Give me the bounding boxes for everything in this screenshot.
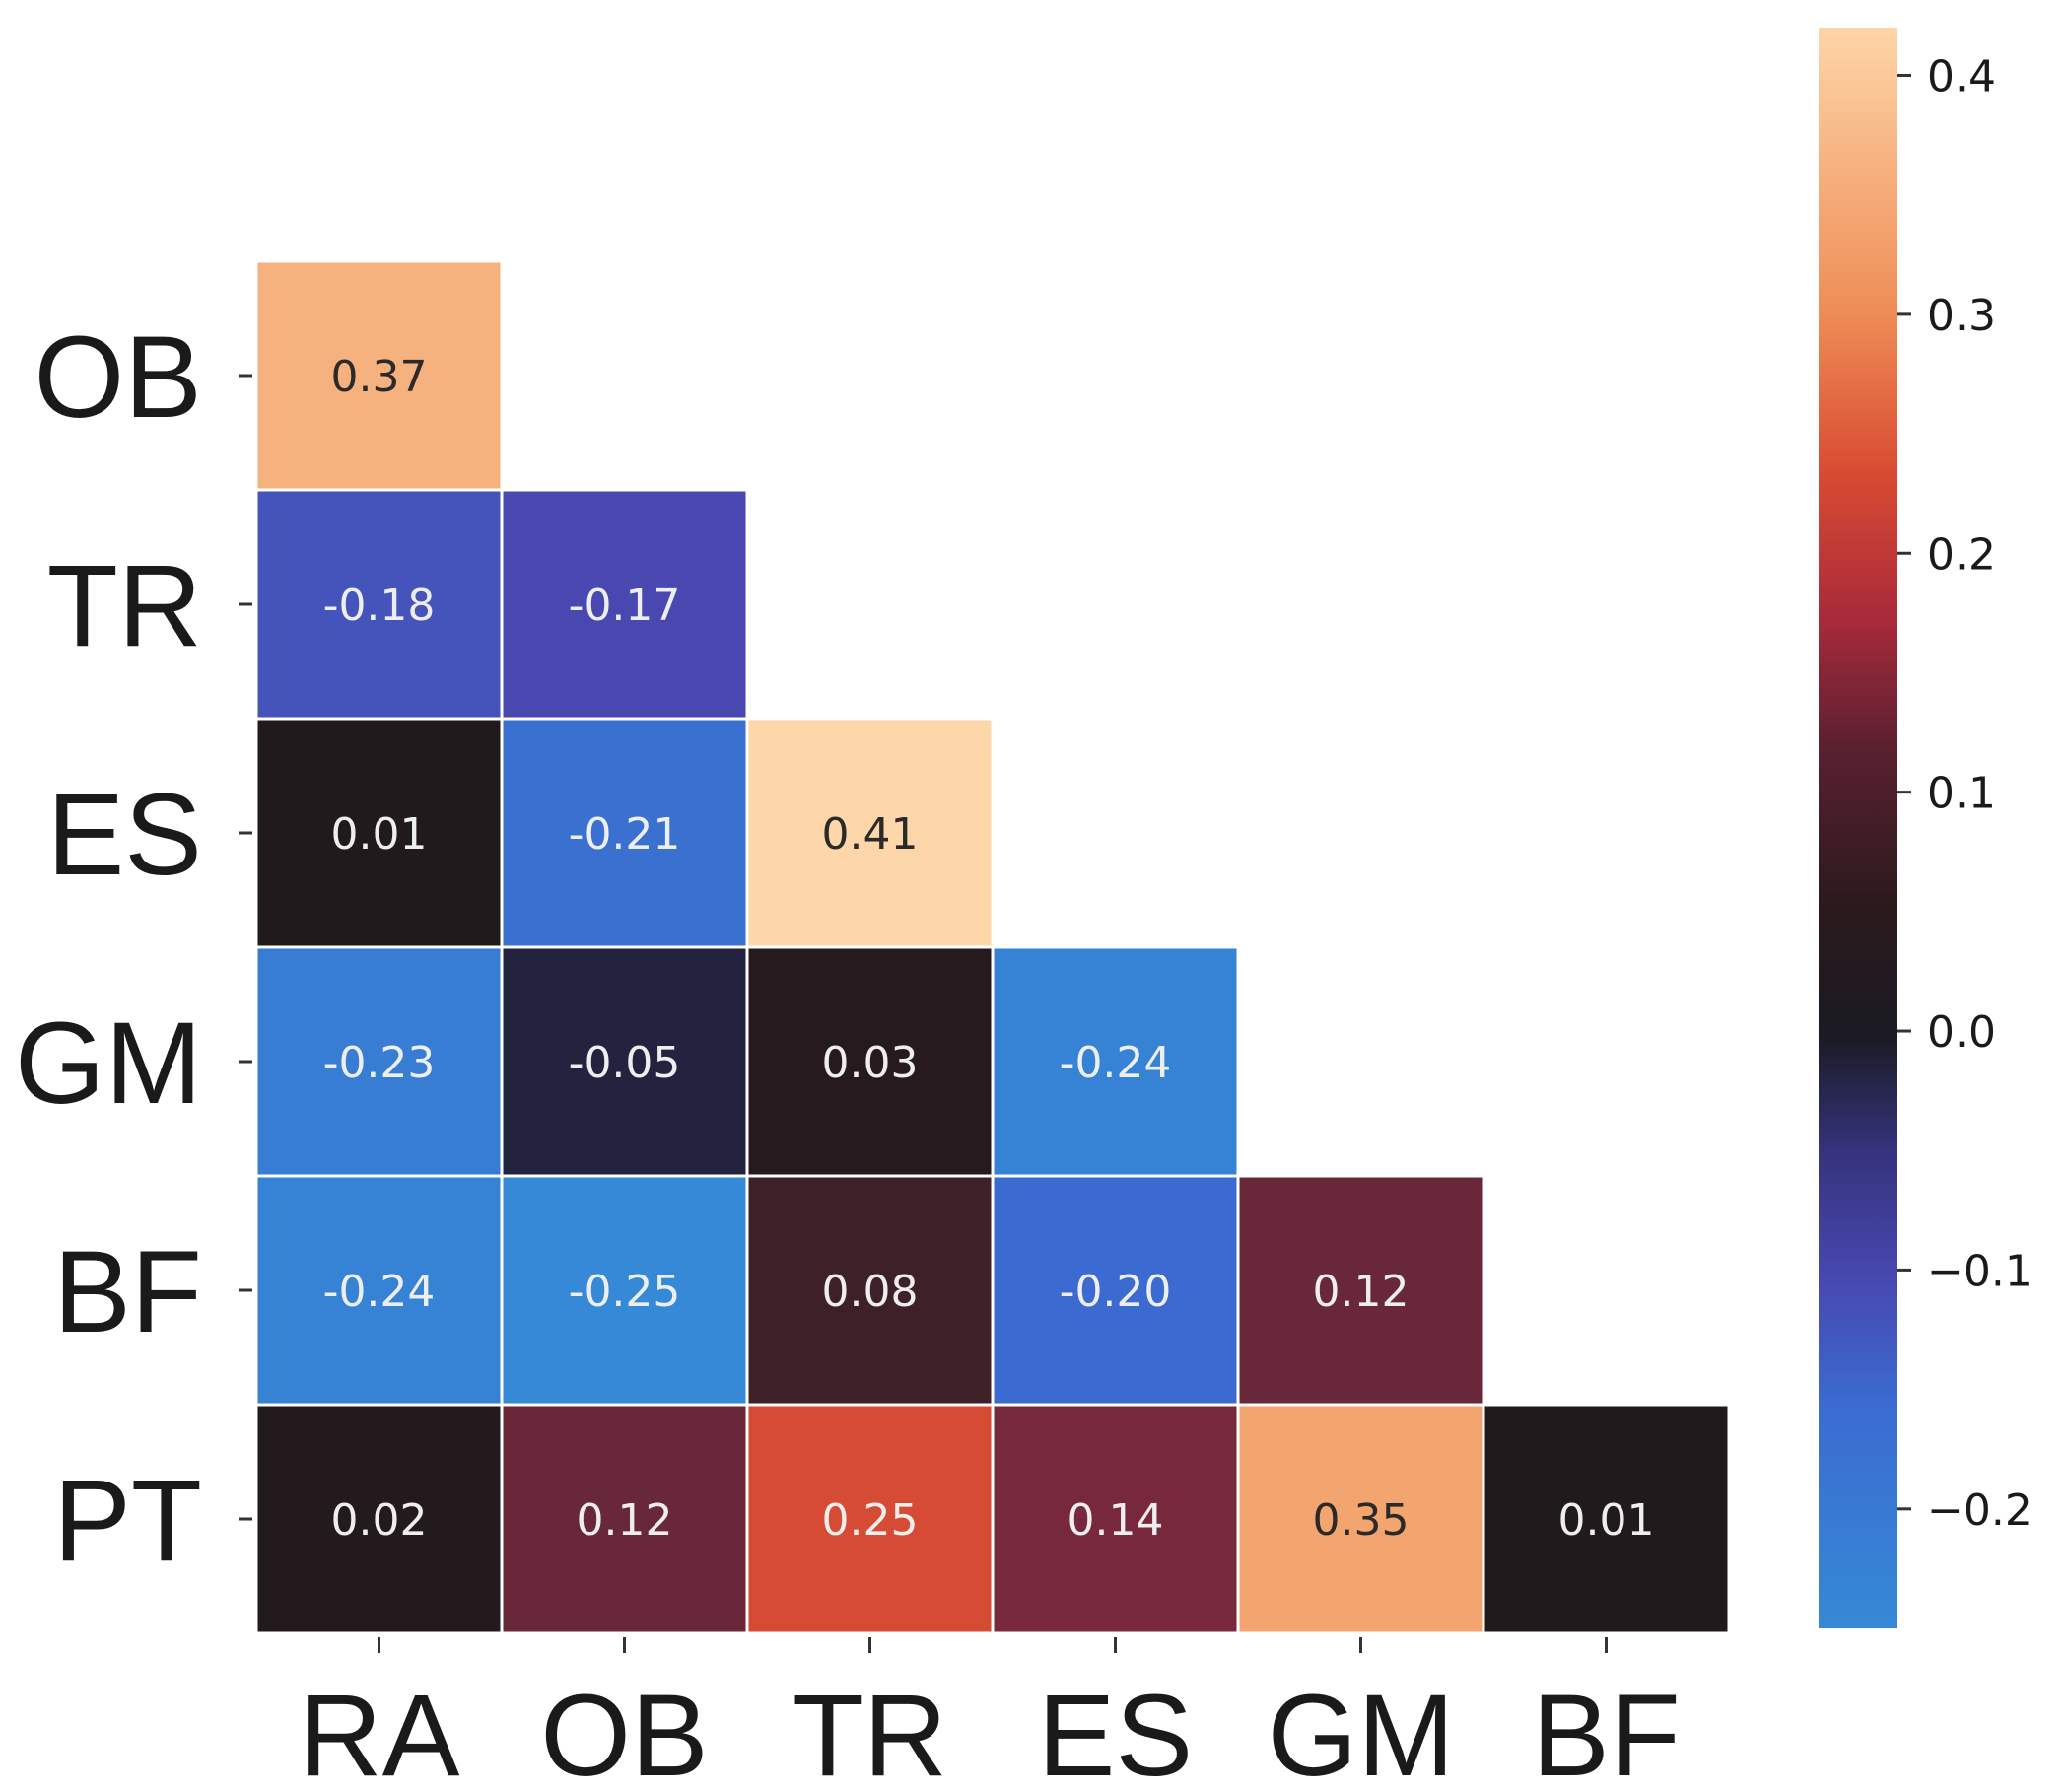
colorbar-tick-label: 0.2	[1927, 529, 1996, 580]
heatmap-cell-tr-ra	[254, 488, 504, 721]
heatmap-cells: 0.37 -0.18 -0.17 0.01 -0.21 0.41 -0.23 -0.05 0.0…	[254, 259, 1731, 1635]
cell-value-pt-bf: 0.01	[1558, 1495, 1655, 1546]
x-label-bf: BF	[1532, 1671, 1681, 1792]
heatmap-cell-es-ra	[254, 717, 504, 949]
heatmap-cell-pt-ra	[254, 1403, 504, 1635]
cell-value-tr-ob: -0.17	[569, 581, 681, 631]
y-label-ob: OB	[34, 312, 203, 443]
heatmap-cell-pt-ob	[500, 1403, 749, 1635]
cell-value-es-tr: 0.41	[822, 809, 919, 860]
heatmap-cell-pt-es	[991, 1403, 1240, 1635]
cell-value-pt-tr: 0.25	[822, 1495, 919, 1546]
cell-value-tr-ra: -0.18	[323, 581, 436, 631]
x-label-es: ES	[1038, 1671, 1193, 1792]
heatmap-cell-bf-ob	[500, 1174, 749, 1407]
cell-value-es-ra: 0.01	[331, 809, 428, 860]
colorbar-tick-label: 0.1	[1927, 769, 1996, 819]
cell-value-bf-gm: 0.12	[1313, 1267, 1410, 1317]
x-label-gm: GM	[1267, 1671, 1454, 1792]
cell-value-gm-ra: -0.23	[323, 1038, 436, 1088]
colorbar-tick-label: −0.2	[1927, 1485, 2033, 1536]
y-label-bf: BF	[53, 1227, 202, 1357]
x-label-ra: RA	[299, 1671, 460, 1792]
cell-value-bf-tr: 0.08	[822, 1267, 919, 1317]
y-label-tr: TR	[47, 541, 202, 671]
cell-value-ob-ra: 0.37	[331, 352, 428, 402]
heatmap-cell-gm-ob	[500, 945, 749, 1178]
heatmap-cell-pt-tr	[745, 1403, 995, 1635]
cell-value-bf-es: -0.20	[1060, 1267, 1172, 1317]
cell-value-gm-es: -0.24	[1060, 1038, 1172, 1088]
x-label-tr: TR	[793, 1671, 947, 1792]
heatmap-cell-bf-es	[991, 1174, 1240, 1407]
heatmap-cell-es-tr	[745, 717, 995, 949]
heatmap-cell-tr-ob	[500, 488, 749, 721]
x-axis: RA OB TR ES GM BF	[299, 1637, 1681, 1792]
colorbar-tick-label: 0.0	[1927, 1007, 1996, 1058]
cell-value-pt-es: 0.14	[1068, 1495, 1164, 1546]
colorbar-tick-label: 0.4	[1927, 51, 1996, 102]
colorbar-tick-label: 0.3	[1927, 291, 1996, 341]
cell-value-pt-gm: 0.35	[1313, 1495, 1410, 1546]
heatmap-cell-pt-gm	[1236, 1403, 1485, 1635]
cell-value-gm-ob: -0.05	[569, 1038, 681, 1088]
colorbar: 0.4 0.3 0.2 0.1 0.0 −0.1 −0.2	[1819, 28, 2033, 1628]
x-label-ob: OB	[540, 1671, 709, 1792]
cell-value-pt-ob: 0.12	[577, 1495, 673, 1546]
heatmap-cell-bf-gm	[1236, 1174, 1485, 1407]
y-axis: OB TR ES GM BF PT	[15, 312, 252, 1586]
y-label-pt: PT	[53, 1456, 202, 1586]
cell-value-gm-tr: 0.03	[822, 1038, 919, 1088]
heatmap-cell-es-ob	[500, 717, 749, 949]
heatmap-cell-gm-es	[991, 945, 1240, 1178]
cell-value-bf-ra: -0.24	[323, 1267, 436, 1317]
heatmap-cell-ob-ra	[254, 259, 504, 492]
heatmap-cell-pt-bf	[1482, 1403, 1731, 1635]
y-label-es: ES	[47, 770, 202, 900]
cell-value-bf-ob: -0.25	[569, 1267, 681, 1317]
y-label-gm: GM	[15, 999, 202, 1129]
cell-value-es-ob: -0.21	[569, 809, 681, 860]
colorbar-tick-label: −0.1	[1927, 1246, 2033, 1296]
heatmap-cell-bf-tr	[745, 1174, 995, 1407]
cell-value-pt-ra: 0.02	[331, 1495, 428, 1546]
colorbar-gradient	[1819, 28, 1898, 1628]
